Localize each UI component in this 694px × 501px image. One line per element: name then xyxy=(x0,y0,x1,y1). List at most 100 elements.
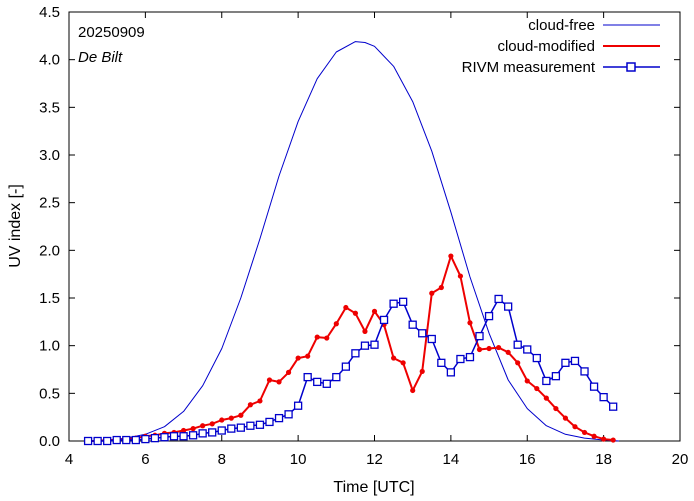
legend-label-cloud-modified: cloud-modified xyxy=(497,38,595,55)
rivm-measurement-point xyxy=(313,377,322,387)
rivm-measurement-point xyxy=(580,367,589,376)
cloud-modified-point xyxy=(257,398,263,404)
rivm-measurement-point xyxy=(379,315,389,325)
rivm-measurement-point xyxy=(236,423,245,432)
x-tick-label: 6 xyxy=(141,451,149,468)
rivm-measurement-point xyxy=(532,353,541,363)
rivm-measurement-point xyxy=(274,413,284,423)
legend-label-rivm: RIVM measurement xyxy=(462,59,596,76)
cloud-modified-point xyxy=(505,349,511,355)
cloud-modified-point xyxy=(562,415,569,421)
rivm-measurement-point xyxy=(570,356,580,366)
rivm-measurement-point xyxy=(160,433,169,442)
cloud-modified-point xyxy=(305,353,311,359)
cloud-modified-point xyxy=(209,421,215,427)
cloud-modified-point xyxy=(457,273,464,279)
rivm-measurement-point xyxy=(122,435,131,445)
rivm-measurement-point xyxy=(437,358,446,367)
x-tick-label: 10 xyxy=(290,451,307,468)
rivm-measurement-point xyxy=(83,436,93,446)
x-axis-label: Time [UTC] xyxy=(333,479,414,496)
rivm-measurement-point xyxy=(217,426,226,435)
x-tick-label: 8 xyxy=(218,451,226,468)
y-axis-label: UV index [-] xyxy=(7,184,24,268)
rivm-measurement-point xyxy=(609,402,618,411)
cloud-modified-point xyxy=(543,395,549,401)
rivm-measurement-point xyxy=(542,376,551,386)
cloud-modified-point xyxy=(476,346,483,353)
rivm-measurement-point xyxy=(227,424,236,433)
cloud-modified-point xyxy=(314,334,320,340)
cloud-modified-point xyxy=(496,344,502,351)
rivm-measurement-point xyxy=(341,362,351,371)
rivm-measurement-point xyxy=(188,431,198,440)
cloud-modified-point xyxy=(390,355,397,361)
legend-marker-rivm xyxy=(626,62,636,72)
cloud-modified-point xyxy=(610,437,616,443)
rivm-measurement-point xyxy=(494,294,503,304)
rivm-measurement-point xyxy=(456,354,465,364)
rivm-measurement-point xyxy=(293,401,303,410)
cloud-modified-point xyxy=(581,429,588,436)
rivm-measurement-point xyxy=(208,428,217,437)
cloud-modified-point xyxy=(410,387,416,394)
rivm-measurement-point xyxy=(504,302,513,311)
rivm-measurement-point xyxy=(284,410,293,419)
y-tick-label: 4.5 xyxy=(39,4,60,21)
cloud-modified-point xyxy=(276,379,282,385)
cloud-modified-point xyxy=(180,427,187,434)
rivm-measurement-point xyxy=(408,320,417,329)
cloud-modified-point xyxy=(343,304,349,311)
cloud-modified-point xyxy=(228,415,234,421)
cloud-modified-point xyxy=(285,369,292,375)
rivm-measurement-point xyxy=(255,420,265,429)
rivm-measurement-point xyxy=(551,372,561,381)
cloud-modified-point xyxy=(295,355,301,361)
y-tick-label: 1.0 xyxy=(39,338,60,355)
cloud-modified-point xyxy=(352,310,359,316)
cloud-modified-point xyxy=(429,290,435,296)
rivm-measurement-point xyxy=(131,435,140,445)
rivm-measurement-point xyxy=(389,299,398,308)
y-tick-label: 3.0 xyxy=(39,147,60,164)
rivm-measurement-point xyxy=(303,372,312,382)
y-tick-label: 4.0 xyxy=(39,52,60,69)
cloud-modified-point xyxy=(266,377,273,383)
series-line-2 xyxy=(88,298,614,442)
rivm-measurement-point xyxy=(179,432,188,441)
rivm-measurement-point xyxy=(398,297,408,306)
cloud-modified-point xyxy=(534,385,540,392)
axis-ticks: 4 6 8 10 12 14 16 18 20 0.0 0.5 1.0 1.5 2.0 2.5 3.0 3.5 4… xyxy=(39,4,688,468)
cloud-modified-point xyxy=(448,253,454,259)
cloud-modified-point xyxy=(371,308,378,314)
series-line-0 xyxy=(88,41,619,442)
legend-label-cloud-free: cloud-free xyxy=(528,17,595,34)
rivm-measurement-point xyxy=(93,436,102,446)
rivm-measurement-point xyxy=(427,334,436,344)
rivm-measurement-point xyxy=(103,436,112,446)
rivm-measurement-point xyxy=(265,417,274,427)
x-tick-label: 12 xyxy=(366,451,383,468)
legend: cloud-free cloud-modified RIVM measureme… xyxy=(462,17,660,76)
y-tick-label: 2.0 xyxy=(39,242,60,259)
cloud-modified-point xyxy=(467,320,473,326)
cloud-modified-point xyxy=(419,368,425,375)
rivm-measurement-point xyxy=(465,352,475,362)
cloud-modified-point xyxy=(362,328,368,334)
rivm-measurement-point xyxy=(446,368,456,377)
rivm-measurement-point xyxy=(112,435,121,445)
cloud-modified-point xyxy=(219,417,225,423)
y-tick-label: 0.0 xyxy=(39,433,60,450)
cloud-modified-point xyxy=(238,412,244,418)
cloud-modified-point xyxy=(486,345,492,352)
series-group xyxy=(83,41,619,446)
series-line-1 xyxy=(88,255,614,442)
x-tick-label: 14 xyxy=(443,451,460,468)
cloud-modified-point xyxy=(190,426,196,432)
cloud-modified-point xyxy=(591,433,597,439)
cloud-modified-point xyxy=(553,405,559,412)
y-tick-label: 1.5 xyxy=(39,290,60,307)
date-annotation: 20250909 xyxy=(78,24,145,41)
x-tick-label: 18 xyxy=(595,451,612,468)
rivm-measurement-point xyxy=(513,340,522,349)
